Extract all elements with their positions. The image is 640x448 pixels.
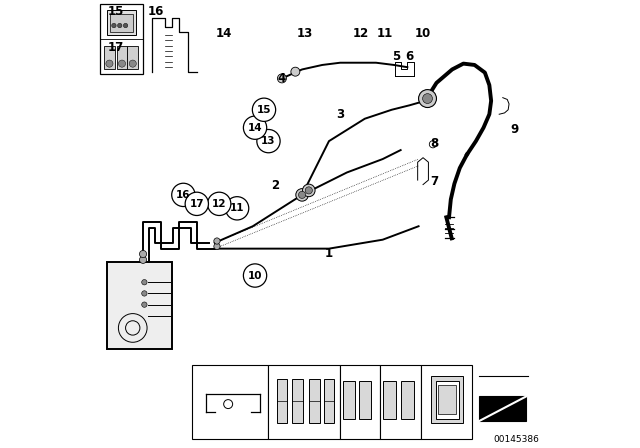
Bar <box>438 385 456 414</box>
Text: 14: 14 <box>216 27 232 40</box>
Circle shape <box>141 291 147 296</box>
Bar <box>431 376 463 423</box>
Circle shape <box>303 184 315 197</box>
Bar <box>401 381 413 419</box>
Text: 2: 2 <box>271 179 279 193</box>
Bar <box>383 381 396 419</box>
Circle shape <box>252 98 276 121</box>
Text: 13: 13 <box>261 136 276 146</box>
Circle shape <box>419 90 436 108</box>
Circle shape <box>118 60 125 67</box>
Text: 1: 1 <box>325 246 333 260</box>
Bar <box>192 365 269 439</box>
Text: 15: 15 <box>107 4 124 18</box>
Bar <box>107 10 136 35</box>
Text: 00145386: 00145386 <box>493 435 540 444</box>
Bar <box>100 4 143 74</box>
Circle shape <box>298 191 306 198</box>
Bar <box>479 396 526 421</box>
Text: 17: 17 <box>107 40 124 54</box>
Bar <box>110 14 132 32</box>
Circle shape <box>305 187 312 194</box>
Text: 4: 4 <box>278 72 286 85</box>
Text: 12: 12 <box>212 199 227 209</box>
Circle shape <box>214 238 220 244</box>
Circle shape <box>243 116 267 139</box>
Circle shape <box>140 250 147 258</box>
Bar <box>343 381 355 419</box>
Circle shape <box>422 94 433 103</box>
Circle shape <box>141 280 147 285</box>
Circle shape <box>129 60 136 67</box>
Bar <box>116 46 127 69</box>
Text: 3: 3 <box>336 108 344 121</box>
Circle shape <box>214 243 220 250</box>
Bar <box>276 379 287 423</box>
Text: 16: 16 <box>147 4 164 18</box>
Bar <box>269 365 340 439</box>
Text: 5: 5 <box>392 49 400 63</box>
Bar <box>107 262 172 349</box>
Bar <box>421 365 472 439</box>
Text: 16: 16 <box>176 190 191 200</box>
Circle shape <box>140 256 147 263</box>
Bar <box>127 46 138 69</box>
Bar <box>104 46 115 69</box>
Bar <box>309 379 320 423</box>
Circle shape <box>257 129 280 153</box>
Circle shape <box>225 197 249 220</box>
Text: 13: 13 <box>296 27 312 40</box>
Circle shape <box>124 23 128 28</box>
Text: 10: 10 <box>248 271 262 280</box>
Text: 11: 11 <box>230 203 244 213</box>
Text: 9: 9 <box>511 123 519 137</box>
Text: 12: 12 <box>352 27 369 40</box>
Text: 17: 17 <box>189 199 204 209</box>
Bar <box>380 365 421 439</box>
Bar <box>292 379 303 423</box>
Circle shape <box>118 23 122 28</box>
Text: 8: 8 <box>430 137 438 150</box>
Circle shape <box>243 264 267 287</box>
Bar <box>340 365 380 439</box>
Circle shape <box>277 74 287 83</box>
Circle shape <box>106 60 113 67</box>
Bar <box>436 381 459 419</box>
Circle shape <box>185 192 209 215</box>
Bar <box>324 379 334 423</box>
Text: 7: 7 <box>430 175 438 188</box>
Text: 14: 14 <box>248 123 262 133</box>
Text: 10: 10 <box>415 27 431 40</box>
Text: 11: 11 <box>377 27 393 40</box>
Text: 15: 15 <box>257 105 271 115</box>
Bar <box>359 381 371 419</box>
Circle shape <box>141 302 147 307</box>
Circle shape <box>207 192 231 215</box>
Circle shape <box>172 183 195 207</box>
Circle shape <box>296 189 308 201</box>
Circle shape <box>111 23 116 28</box>
Circle shape <box>291 67 300 76</box>
Text: 6: 6 <box>406 49 413 63</box>
